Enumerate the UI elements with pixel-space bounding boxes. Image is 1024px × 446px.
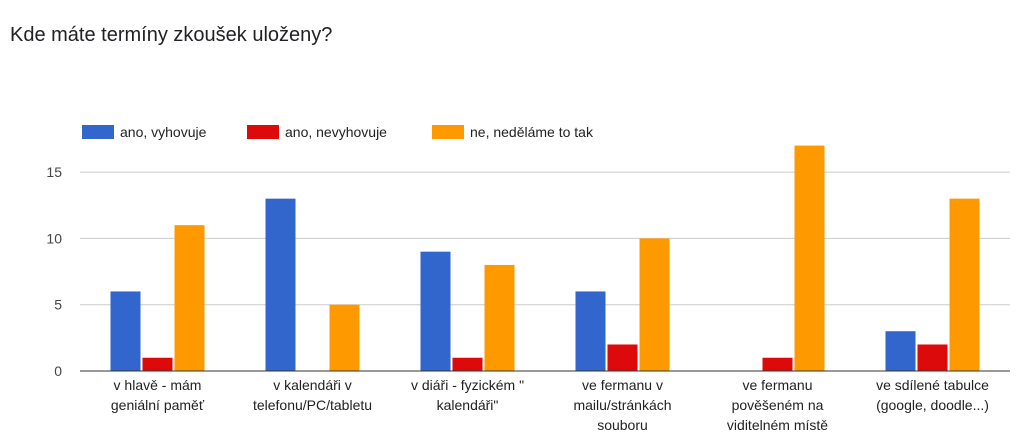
bar [484,264,515,371]
x-category-label: geniální paměť [111,397,205,413]
legend-label: ano, vyhovuje [120,124,207,140]
x-category-label: ve fermanu [742,377,812,393]
bar [607,344,638,371]
legend-label: ano, nevyhovuje [285,124,387,140]
x-category-label: ve fermanu v [582,377,663,393]
y-tick-label: 0 [54,363,62,379]
x-category-label: mailu/stránkách [573,397,671,413]
bar [949,198,980,371]
y-tick-label: 10 [46,230,62,246]
bar [174,225,205,371]
x-category-label: ve sdílené tabulce [876,377,989,393]
bar [794,145,825,371]
bar [265,198,296,371]
grid-lines [80,171,1010,306]
bars [110,145,980,371]
bar [762,357,793,371]
bar [885,331,916,371]
bar [110,291,141,371]
bar [420,251,451,371]
bar [329,304,360,371]
x-category-label: v kalendáři v [273,377,352,393]
legend-swatch [82,125,114,139]
x-category-label: (google, doodle...) [876,397,989,413]
bar [639,238,670,371]
bar [452,357,483,371]
x-category-label: pověšeném na [732,397,824,413]
x-category-label: v hlavě - mám [114,377,202,393]
x-category-label: viditelném místě [727,417,828,433]
x-category-label: telefonu/PC/tabletu [253,397,372,413]
chart-title: Kde máte termíny zkoušek uloženy? [10,24,333,46]
bar [575,291,606,371]
legend-swatch [247,125,279,139]
legend: ano, vyhovuje ano, nevyhovuje ne, neděláme… [82,124,594,140]
x-category-label: kalendáři" [437,397,499,413]
x-category-label: souboru [597,417,648,433]
legend-label: ne, neděláme to tak [470,124,594,140]
legend-swatch [432,125,464,139]
axes: 0 5 10 15 v hlavě - mám geniální paměť v kalen… [46,164,1010,433]
bar [917,344,948,371]
y-tick-label: 15 [46,164,62,180]
x-category-label: v diáři - fyzickém " [411,377,524,393]
y-tick-label: 5 [54,297,62,313]
bar [142,357,173,371]
